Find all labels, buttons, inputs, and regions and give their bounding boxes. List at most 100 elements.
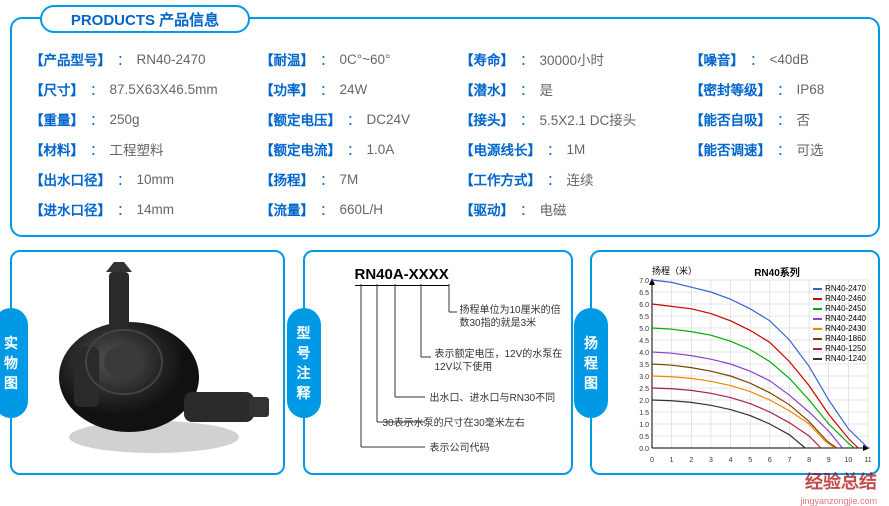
spec-sep: ： bbox=[90, 79, 104, 99]
spec-value: 660L/H bbox=[340, 202, 384, 217]
spec-value: 7M bbox=[340, 172, 359, 187]
legend-label: RN40-1860 bbox=[825, 334, 866, 344]
lower-panels: 实物图 型号注释 RN40A-XXXX bbox=[10, 250, 880, 485]
badge-product-image: 实物图 bbox=[0, 308, 28, 418]
spec-row: 【进水口径】 ： 14mm bbox=[30, 199, 260, 219]
svg-text:0.5: 0.5 bbox=[639, 434, 649, 441]
spec-value: 工程塑料 bbox=[110, 139, 164, 159]
spec-sep: ： bbox=[90, 109, 104, 129]
spec-value: IP68 bbox=[797, 82, 825, 97]
legend-label: RN40-2440 bbox=[825, 314, 866, 324]
svg-text:2.0: 2.0 bbox=[639, 398, 649, 405]
annotation-4: 30表示水泵的尺寸在30毫米左右 bbox=[383, 417, 568, 430]
spec-label: 【工作方式】 bbox=[460, 169, 541, 189]
specs-col-1: 【产品型号】：RN40-2470【尺寸】：87.5X63X46.5mm【重量】：… bbox=[30, 49, 260, 219]
spec-label: 【驱动】 bbox=[460, 199, 514, 219]
spec-value: 1M bbox=[567, 142, 586, 157]
spec-row: 【寿命】：30000小时 bbox=[460, 49, 690, 69]
spec-sep: ： bbox=[520, 199, 534, 219]
svg-text:5: 5 bbox=[748, 457, 752, 464]
spec-label: 【出水口径】 bbox=[30, 169, 111, 189]
svg-text:8: 8 bbox=[807, 457, 811, 464]
spec-sep: ： bbox=[347, 109, 361, 129]
legend-item: RN40-1250 bbox=[813, 344, 866, 354]
specs-grid: 【产品型号】：RN40-2470【尺寸】：87.5X63X46.5mm【重量】：… bbox=[30, 49, 870, 219]
legend-item: RN40-1860 bbox=[813, 334, 866, 344]
svg-text:6: 6 bbox=[768, 457, 772, 464]
performance-chart: 扬程（米） RN40系列 0.00.51.01.52.02.53.03.54.0… bbox=[622, 262, 872, 467]
spec-row: 【噪音】：<40dB bbox=[690, 49, 870, 69]
svg-text:4.5: 4.5 bbox=[639, 338, 649, 345]
svg-text:1: 1 bbox=[670, 457, 674, 464]
legend-item: RN40-2470 bbox=[813, 284, 866, 294]
spec-label: 【重量】 bbox=[30, 109, 84, 129]
spec-label: 【能否自吸】 bbox=[690, 109, 771, 129]
legend-item: RN40-2460 bbox=[813, 294, 866, 304]
svg-text:6.0: 6.0 bbox=[639, 302, 649, 309]
spec-row: 【额定电压】：DC24V bbox=[260, 109, 460, 129]
legend-label: RN40-2470 bbox=[825, 284, 866, 294]
spec-sep: ： bbox=[777, 79, 791, 99]
spec-row: 【耐温】：0C°~60° bbox=[260, 49, 460, 69]
spec-label: 【电源线长】 bbox=[460, 139, 541, 159]
specs-panel: PRODUCTS 产品信息 【产品型号】：RN40-2470【尺寸】：87.5X… bbox=[10, 17, 880, 237]
spec-row: 【能否自吸】：否 bbox=[690, 109, 870, 129]
spec-label: 【材料】 bbox=[30, 139, 84, 159]
legend-item: RN40-2430 bbox=[813, 324, 866, 334]
svg-text:5.5: 5.5 bbox=[639, 314, 649, 321]
spec-sep: ： bbox=[320, 169, 334, 189]
spec-row: 【流量】 ： 660L/H bbox=[260, 199, 460, 219]
spec-sep: ： bbox=[320, 49, 334, 69]
svg-text:1.5: 1.5 bbox=[639, 410, 649, 417]
spec-row: 【重量】 ： 250g bbox=[30, 109, 260, 129]
specs-col-4: 【噪音】：<40dB【密封等级】：IP68【能否自吸】：否【能否调速】：可选 bbox=[690, 49, 870, 219]
spec-label: 【额定电压】 bbox=[260, 109, 341, 129]
svg-text:3.0: 3.0 bbox=[639, 374, 649, 381]
spec-sep: ： bbox=[750, 49, 764, 69]
spec-value: 5.5X2.1 DC接头 bbox=[540, 109, 637, 129]
pump-illustration bbox=[34, 262, 274, 462]
annotation-3: 出水口、进水口与RN30不同 bbox=[430, 392, 570, 405]
svg-text:4: 4 bbox=[729, 457, 733, 464]
spec-label: 【密封等级】 bbox=[690, 79, 771, 99]
spec-label: 【功率】 bbox=[260, 79, 314, 99]
spec-sep: ： bbox=[117, 169, 131, 189]
badge-label: 实物图 bbox=[4, 333, 18, 393]
spec-row: 【电源线长】：1M bbox=[460, 139, 690, 159]
spec-sep: ： bbox=[117, 199, 131, 219]
svg-text:3: 3 bbox=[709, 457, 713, 464]
spec-label: 【流量】 bbox=[260, 199, 314, 219]
legend-label: RN40-1240 bbox=[825, 354, 866, 364]
watermark-main: 经验总结 bbox=[805, 468, 877, 494]
spec-sep: ： bbox=[320, 199, 334, 219]
spec-value: 250g bbox=[110, 112, 140, 127]
svg-text:7: 7 bbox=[788, 457, 792, 464]
chart-legend: RN40-2470RN40-2460RN40-2450RN40-2440RN40… bbox=[813, 284, 866, 364]
spec-value: 30000小时 bbox=[540, 49, 605, 69]
spec-row: 【额定电流】：1.0A bbox=[260, 139, 460, 159]
spec-label: 【额定电流】 bbox=[260, 139, 341, 159]
spec-value: 14mm bbox=[137, 202, 175, 217]
spec-row: 【驱动】：电磁 bbox=[460, 199, 690, 219]
spec-label: 【进水口径】 bbox=[30, 199, 111, 219]
svg-text:10: 10 bbox=[844, 457, 852, 464]
svg-text:3.5: 3.5 bbox=[639, 362, 649, 369]
spec-row: 【出水口径】 ： 10mm bbox=[30, 169, 260, 189]
spec-value: 10mm bbox=[137, 172, 175, 187]
badge-label: 扬程图 bbox=[584, 333, 598, 393]
spec-label: 【尺寸】 bbox=[30, 79, 84, 99]
spec-value: <40dB bbox=[770, 52, 809, 67]
svg-text:6.5: 6.5 bbox=[639, 290, 649, 297]
chart-panel: 扬程图 扬程（米） RN40系列 0.00.51.01.52.02.53.03.… bbox=[590, 250, 880, 475]
panel-title: PRODUCTS 产品信息 bbox=[71, 9, 219, 30]
annotation-1: 扬程单位为10厘米的倍数30指的就是3米 bbox=[460, 304, 565, 330]
annotation-5: 表示公司代码 bbox=[430, 442, 570, 455]
spec-row: 【材料】：工程塑料 bbox=[30, 139, 260, 159]
svg-text:9: 9 bbox=[827, 457, 831, 464]
spec-sep: ： bbox=[117, 49, 131, 69]
watermark-sub: jingyanzongjie.com bbox=[800, 496, 877, 506]
legend-label: RN40-2460 bbox=[825, 294, 866, 304]
spec-value: 可选 bbox=[797, 139, 824, 159]
spec-label: 【产品型号】 bbox=[30, 49, 111, 69]
spec-row: 【扬程】：7M bbox=[260, 169, 460, 189]
